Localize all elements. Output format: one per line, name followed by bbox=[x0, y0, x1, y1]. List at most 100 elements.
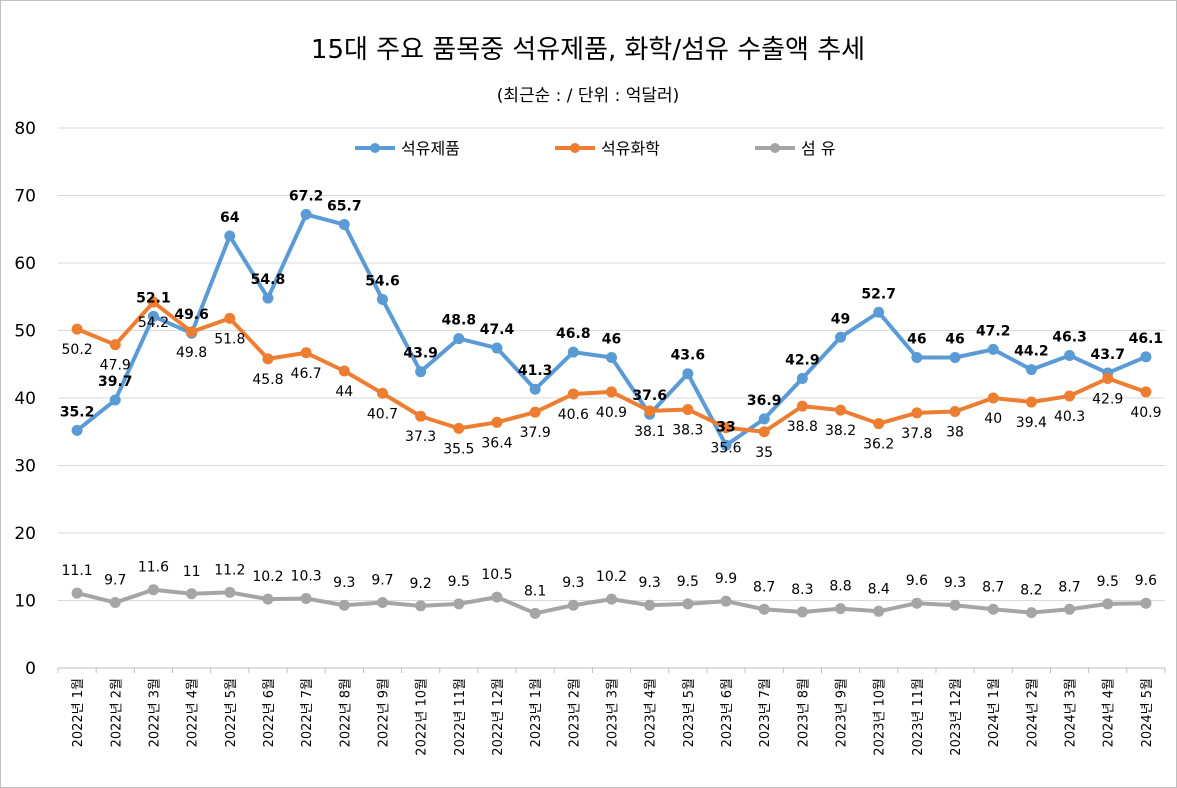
y-tick-label: 10 bbox=[14, 592, 36, 612]
data-point bbox=[949, 599, 961, 611]
data-label: 9.6 bbox=[1135, 573, 1157, 589]
data-point bbox=[987, 603, 999, 615]
data-point bbox=[835, 603, 847, 615]
data-point bbox=[987, 392, 999, 404]
data-label: 64 bbox=[220, 210, 240, 226]
data-label: 35.2 bbox=[60, 404, 95, 420]
data-point bbox=[1064, 349, 1076, 361]
data-label: 10.2 bbox=[252, 569, 283, 585]
data-point bbox=[71, 424, 83, 436]
data-point bbox=[1025, 607, 1037, 619]
data-point bbox=[873, 418, 885, 430]
x-tick-label: 2022년 3월 bbox=[147, 678, 162, 747]
y-tick-label: 20 bbox=[14, 524, 36, 544]
data-point bbox=[682, 368, 694, 380]
data-point bbox=[1102, 372, 1114, 384]
data-label: 47.2 bbox=[976, 323, 1011, 339]
data-point bbox=[338, 219, 350, 231]
data-point bbox=[720, 439, 732, 451]
data-label: 8.7 bbox=[1058, 579, 1080, 595]
data-point bbox=[720, 422, 732, 434]
data-label: 40 bbox=[984, 411, 1002, 427]
data-point bbox=[376, 597, 388, 609]
data-label: 9.7 bbox=[371, 573, 393, 589]
data-label: 9.5 bbox=[677, 574, 699, 590]
data-label: 38 bbox=[946, 425, 964, 441]
data-point bbox=[415, 366, 427, 378]
x-tick-label: 2023년 6월 bbox=[720, 678, 735, 747]
x-tick-label: 2023년 10월 bbox=[873, 678, 888, 756]
data-label: 54.6 bbox=[365, 273, 400, 289]
data-label: 46 bbox=[945, 332, 964, 348]
data-point bbox=[529, 383, 541, 395]
x-tick-label: 2023년 5월 bbox=[682, 678, 697, 747]
x-tick-label: 2023년 3월 bbox=[606, 678, 621, 747]
data-point bbox=[109, 597, 121, 609]
data-label: 10.5 bbox=[481, 567, 512, 583]
data-point bbox=[376, 293, 388, 305]
legend: 석유제품 석유화학 섬 유 bbox=[355, 139, 836, 158]
data-point bbox=[262, 353, 274, 365]
data-label: 46 bbox=[907, 332, 926, 348]
x-tick-label: 2022년 2월 bbox=[109, 678, 124, 747]
data-label: 50.2 bbox=[62, 342, 93, 358]
data-point bbox=[606, 352, 617, 363]
data-point bbox=[147, 584, 159, 596]
data-point bbox=[376, 387, 388, 399]
data-point bbox=[224, 312, 236, 324]
data-point bbox=[224, 586, 236, 598]
x-tick-label: 2023년 12월 bbox=[949, 678, 964, 756]
data-point bbox=[567, 346, 579, 358]
data-label: 52.7 bbox=[861, 286, 896, 302]
legend-marker bbox=[770, 143, 780, 153]
data-label: 35 bbox=[755, 445, 773, 461]
data-label: 8.3 bbox=[791, 582, 813, 598]
data-point bbox=[109, 394, 121, 406]
data-point bbox=[682, 598, 694, 610]
data-label: 39.7 bbox=[98, 374, 133, 390]
data-point bbox=[873, 306, 885, 318]
data-label: 35.6 bbox=[710, 441, 741, 457]
y-tick-label: 60 bbox=[14, 254, 36, 274]
data-point bbox=[567, 388, 579, 400]
x-tick-label: 2022년 5월 bbox=[224, 678, 239, 747]
data-label: 43.9 bbox=[403, 346, 438, 362]
data-label: 37.6 bbox=[632, 388, 667, 404]
data-point bbox=[644, 405, 656, 417]
x-tick-label: 2023년 2월 bbox=[567, 678, 582, 747]
data-point bbox=[186, 588, 198, 600]
data-label: 9.9 bbox=[715, 571, 737, 587]
data-label: 8.7 bbox=[982, 579, 1004, 595]
data-point bbox=[453, 333, 465, 345]
legend-label: 섬 유 bbox=[801, 139, 836, 158]
x-tick-label: 2023년 8월 bbox=[796, 678, 811, 747]
data-label: 9.5 bbox=[1097, 574, 1119, 590]
legend-label: 석유화학 bbox=[601, 139, 660, 158]
y-tick-label: 30 bbox=[14, 457, 36, 477]
x-tick-label: 2022년 6월 bbox=[262, 678, 277, 747]
data-point bbox=[720, 595, 732, 607]
x-tick-label: 2024년 5월 bbox=[1140, 678, 1155, 747]
data-label: 42.9 bbox=[785, 352, 820, 368]
data-label: 38.3 bbox=[672, 422, 703, 438]
data-label: 46.3 bbox=[1052, 329, 1087, 345]
data-point bbox=[186, 326, 198, 338]
x-tick-label: 2022년 11월 bbox=[453, 678, 468, 756]
data-point bbox=[491, 342, 503, 354]
data-point bbox=[529, 406, 541, 418]
data-label: 52.1 bbox=[136, 290, 171, 306]
data-label: 40.7 bbox=[367, 406, 398, 422]
legend-marker bbox=[570, 143, 580, 153]
data-label: 40.6 bbox=[558, 407, 589, 423]
data-point bbox=[796, 372, 808, 384]
data-point bbox=[300, 208, 312, 220]
data-label: 11 bbox=[183, 564, 201, 580]
data-point bbox=[911, 597, 923, 609]
data-label: 8.1 bbox=[524, 583, 546, 599]
data-label: 49.6 bbox=[174, 307, 209, 323]
data-label: 9.3 bbox=[333, 575, 355, 591]
x-tick-label: 2023년 9월 bbox=[835, 678, 850, 747]
data-point bbox=[71, 323, 83, 335]
y-tick-label: 0 bbox=[25, 659, 36, 679]
data-point bbox=[835, 404, 847, 416]
